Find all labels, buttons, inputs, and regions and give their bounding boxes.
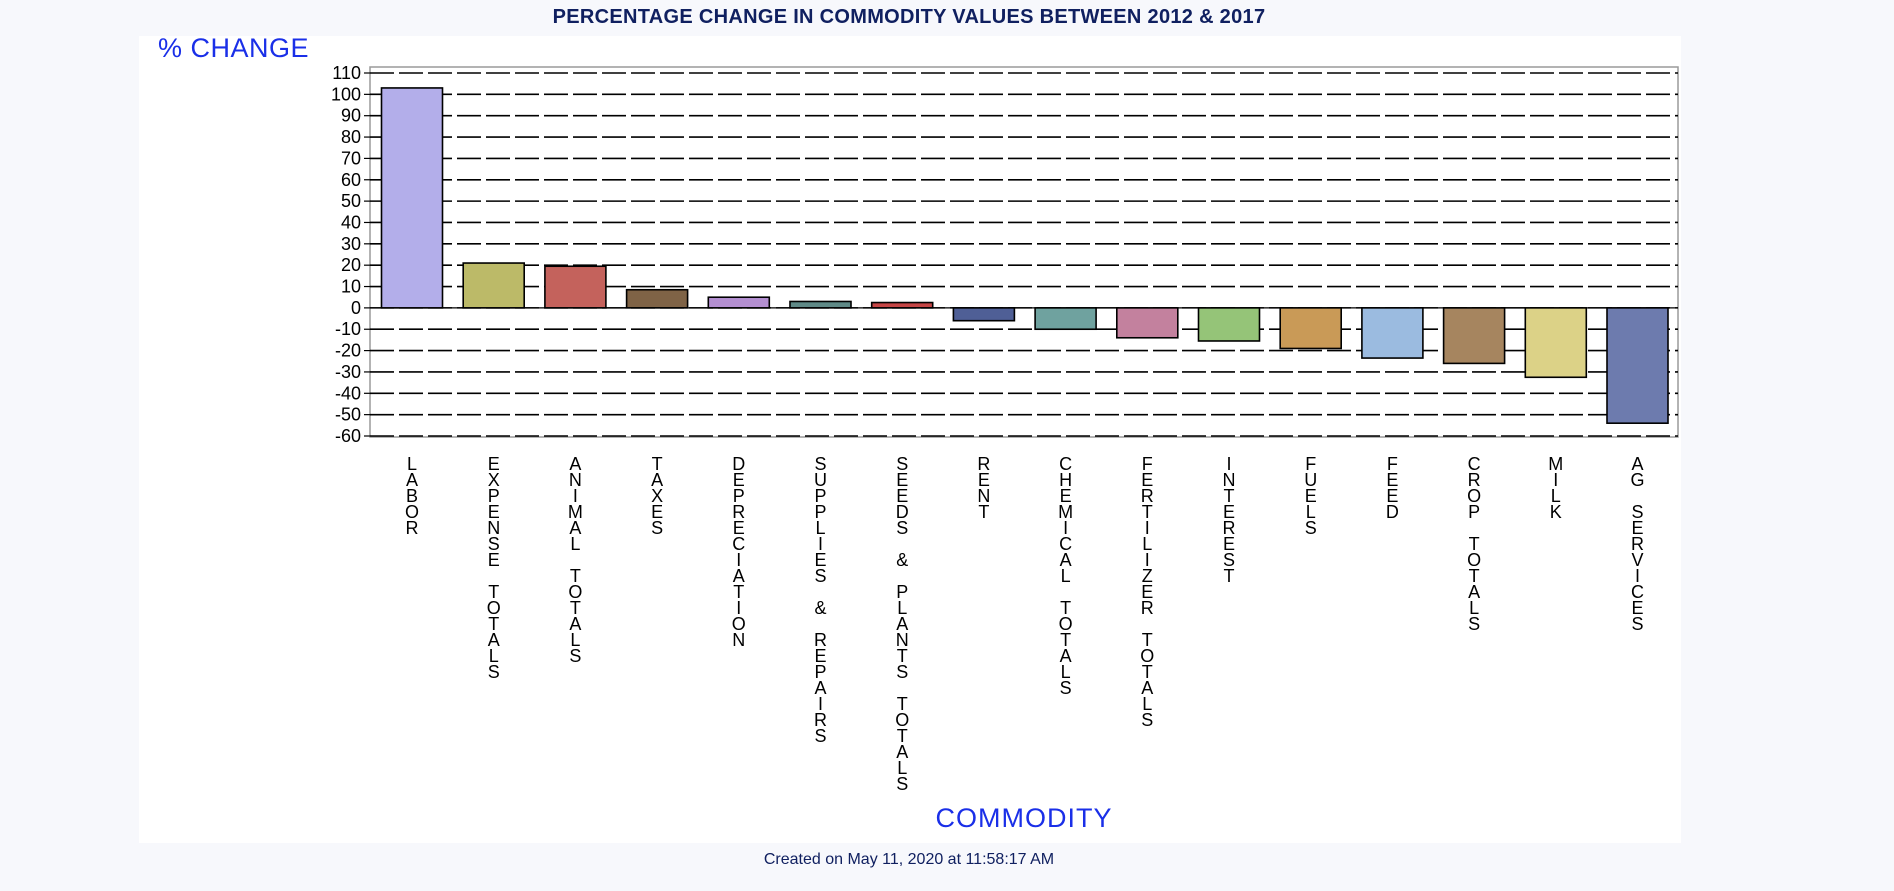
y-tick-label: 70 xyxy=(341,148,361,168)
bar xyxy=(789,300,852,309)
x-axis-label: COMMODITY xyxy=(935,803,1113,833)
y-tick-label: 60 xyxy=(341,170,361,190)
bar xyxy=(1034,307,1097,331)
y-tick-label: 0 xyxy=(351,298,361,318)
chart-title: PERCENTAGE CHANGE IN COMMODITY VALUES BE… xyxy=(552,6,1266,28)
bar xyxy=(1197,307,1261,342)
bar xyxy=(1606,307,1669,424)
y-tick-label: 80 xyxy=(341,127,361,147)
bar xyxy=(625,288,689,309)
y-tick-label: 30 xyxy=(341,234,361,254)
y-tick-label: 40 xyxy=(341,212,361,232)
created-timestamp: Created on May 11, 2020 at 11:58:17 AM xyxy=(763,851,1055,868)
bar xyxy=(1361,307,1424,359)
bar xyxy=(707,296,771,309)
y-tick-label: 110 xyxy=(332,63,361,83)
y-tick-label: 90 xyxy=(341,106,361,126)
plot-area xyxy=(369,66,1679,438)
y-tick-label: 20 xyxy=(341,255,361,275)
y-tick-label: -30 xyxy=(335,362,361,382)
y-axis-label: % CHANGE xyxy=(158,33,310,63)
bar xyxy=(1279,307,1342,350)
bar xyxy=(870,301,934,309)
bar xyxy=(1442,307,1506,365)
bar xyxy=(952,307,1016,322)
y-tick-label: -50 xyxy=(335,405,361,425)
bar xyxy=(462,262,526,309)
y-tick-label: -20 xyxy=(335,341,361,361)
y-tick-label: -60 xyxy=(335,426,361,446)
y-tick-label: -40 xyxy=(335,383,361,403)
y-tick-label: 100 xyxy=(331,84,361,104)
bar xyxy=(380,87,444,309)
y-tick-label: 50 xyxy=(341,191,361,211)
bar xyxy=(1116,307,1179,339)
bar xyxy=(1524,307,1588,379)
y-tick-label: 10 xyxy=(341,277,361,297)
y-tick-label: -10 xyxy=(335,319,361,339)
bar xyxy=(544,265,607,309)
